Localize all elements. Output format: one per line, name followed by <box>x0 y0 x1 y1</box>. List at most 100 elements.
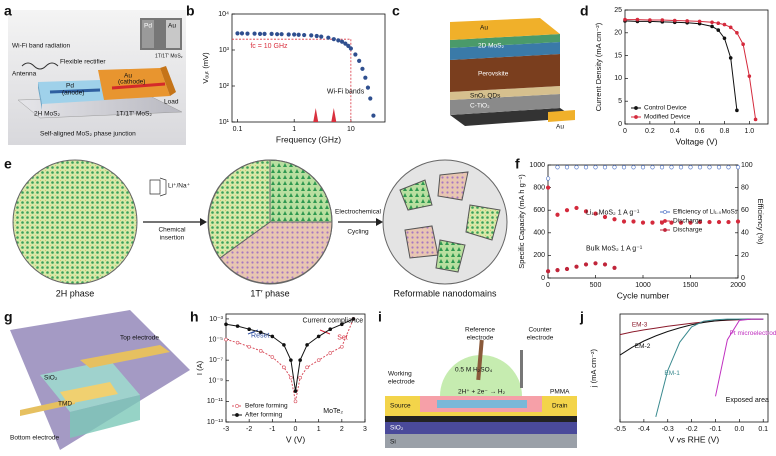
data-point <box>262 31 267 37</box>
data-point <box>371 113 376 118</box>
panel-label: a <box>4 3 12 19</box>
data-point <box>716 28 721 32</box>
data-point <box>269 31 274 37</box>
data-point <box>353 52 358 57</box>
data-point <box>336 38 341 43</box>
label: SiO₂ <box>44 375 58 382</box>
label: 1T′ phase <box>250 288 289 298</box>
x-axis-label: Voltage (V) <box>675 136 717 146</box>
legend-label: Control Device <box>644 105 687 112</box>
label: (cathode) <box>118 79 145 86</box>
label: Bottom electrode <box>10 435 60 442</box>
y-tick-label: 10⁻³ <box>209 316 223 323</box>
data-point <box>716 165 722 170</box>
series-label: Pt microelectrode <box>730 330 776 337</box>
data-point <box>257 31 263 37</box>
x-tick-label: 1.0 <box>744 128 754 135</box>
data-point <box>298 358 302 362</box>
label: Pd <box>144 23 152 30</box>
data-point <box>726 165 731 170</box>
data-point <box>270 355 275 359</box>
data-point <box>593 165 598 170</box>
label: TMD <box>58 401 72 408</box>
legend-marker <box>235 413 239 417</box>
data-point <box>631 165 636 170</box>
legend-marker <box>663 228 667 232</box>
data-point <box>635 17 640 22</box>
y-tick-label: 10³ <box>219 47 230 54</box>
panel-c-diagram <box>450 18 575 126</box>
y-axis-label: j (mA cm⁻²) <box>589 348 598 388</box>
panel-label: h <box>190 309 199 325</box>
label: Electrochemical <box>335 209 381 216</box>
data-point <box>258 349 263 353</box>
series-label: EM-3 <box>632 322 648 329</box>
x-axis-label: Cycle number <box>617 290 670 300</box>
panel-label: i <box>378 309 382 325</box>
data-point <box>697 165 703 170</box>
annotation: Bulk MoS₂ 1 A g⁻¹ <box>586 245 643 252</box>
x-tick-label: -0.4 <box>638 426 650 433</box>
label: 0.5 M H₂SO₄ <box>455 367 493 374</box>
data-point <box>348 46 353 51</box>
data-point <box>340 322 344 327</box>
data-point <box>282 343 286 347</box>
label: insertion <box>160 235 185 242</box>
legend-marker <box>663 210 667 214</box>
data-point <box>583 165 589 170</box>
y-tick-label: 0 <box>541 275 545 282</box>
data-point <box>316 334 321 339</box>
y-tick-label: 400 <box>533 230 545 237</box>
y-axis-label: I (A) <box>195 360 204 375</box>
label: Source <box>390 403 411 410</box>
data-point <box>621 165 627 170</box>
data-point <box>555 212 560 217</box>
legend-marker <box>634 106 638 110</box>
legend-label: Before forming <box>245 403 288 410</box>
y-tick-label: 20 <box>614 30 622 37</box>
series-label: EM-2 <box>635 343 651 350</box>
data-point <box>640 220 646 225</box>
panel-label: d <box>580 3 589 19</box>
data-point <box>326 35 331 40</box>
label: Reference <box>465 327 495 334</box>
label: Au <box>124 73 132 80</box>
annotation: Set <box>337 335 348 342</box>
data-point <box>368 96 373 101</box>
x-tick-label: -1 <box>269 426 275 433</box>
y-tick-label: 1000 <box>529 162 545 169</box>
label: Self-aligned MoS₂ phase junction <box>40 131 136 138</box>
data-point <box>282 365 286 370</box>
data-point <box>360 66 365 71</box>
label: electrode <box>388 379 415 386</box>
annotation: Reset <box>251 332 269 339</box>
label: Au <box>168 23 176 30</box>
data-point <box>574 165 579 170</box>
x-tick-label: -2 <box>246 426 252 433</box>
y-tick-label: 10⁻¹¹ <box>207 398 224 405</box>
y-tick-label: 10⁴ <box>218 11 229 18</box>
data-point <box>648 18 652 22</box>
panel-g-diagram <box>10 310 190 450</box>
data-point <box>340 344 344 349</box>
data-point <box>331 37 336 42</box>
x-tick-label: 0 <box>623 128 627 135</box>
series-line <box>715 318 764 397</box>
x-tick-label: 0 <box>294 426 298 433</box>
x-tick-label: -3 <box>223 426 229 433</box>
data-point <box>735 165 741 170</box>
data-point <box>583 262 589 267</box>
panel-a-diagram <box>8 10 186 145</box>
data-point <box>365 85 371 90</box>
data-point <box>685 19 689 23</box>
x-tick-label: -0.3 <box>662 426 674 433</box>
data-point <box>735 30 739 35</box>
data-point <box>339 39 345 44</box>
data-point <box>289 375 293 380</box>
data-point <box>328 327 333 332</box>
data-point <box>545 185 551 190</box>
data-point <box>688 220 693 225</box>
panel-e-diagram <box>12 159 508 285</box>
data-point <box>602 165 608 170</box>
panel-label: b <box>186 3 195 19</box>
